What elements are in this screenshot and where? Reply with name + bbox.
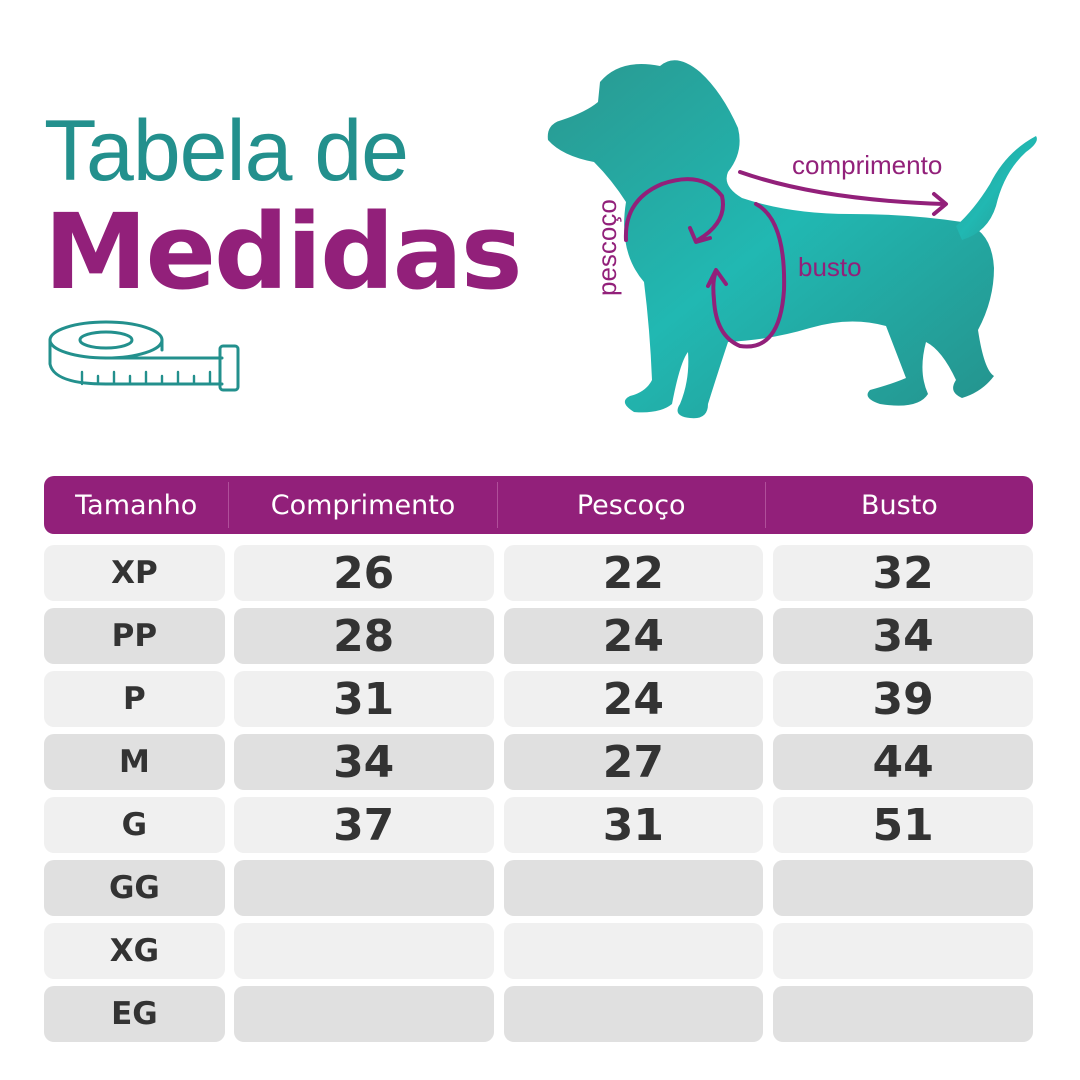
size-table: Tamanho Comprimento Pescoço Busto XP 26 … xyxy=(44,476,1034,1049)
chest-cell xyxy=(773,986,1034,1042)
neck-cell xyxy=(503,860,764,916)
title-line-2: Medidas xyxy=(44,191,523,313)
table-row: M 34 27 44 xyxy=(44,734,1034,790)
length-cell: 31 xyxy=(233,671,494,727)
header-divider xyxy=(764,482,766,528)
chest-cell xyxy=(773,923,1034,979)
size-cell: G xyxy=(44,797,225,853)
table-row: EG xyxy=(44,986,1034,1042)
chest-cell xyxy=(773,860,1034,916)
size-cell: M xyxy=(44,734,225,790)
size-cell: XG xyxy=(44,923,225,979)
table-body: XP 26 22 32 PP 28 24 34 P 31 24 39 M 34 … xyxy=(44,545,1034,1042)
chest-cell: 39 xyxy=(773,671,1034,727)
size-cell: P xyxy=(44,671,225,727)
table-row: XP 26 22 32 xyxy=(44,545,1034,601)
length-cell: 37 xyxy=(233,797,494,853)
table-header: Tamanho Comprimento Pescoço Busto xyxy=(44,476,1033,534)
table-row: G 37 31 51 xyxy=(44,797,1034,853)
length-cell xyxy=(233,923,494,979)
chest-cell: 51 xyxy=(773,797,1034,853)
neck-cell: 22 xyxy=(503,545,764,601)
neck-cell: 31 xyxy=(503,797,764,853)
neck-label: pescoço xyxy=(592,199,622,296)
length-cell xyxy=(233,860,494,916)
chest-arrow xyxy=(706,202,787,349)
table-row: PP 28 24 34 xyxy=(44,608,1034,664)
neck-cell xyxy=(503,986,764,1042)
size-cell: XP xyxy=(44,545,225,601)
table-row: P 31 24 39 xyxy=(44,671,1034,727)
length-cell: 26 xyxy=(233,545,494,601)
chest-cell: 32 xyxy=(773,545,1034,601)
length-arrow xyxy=(738,170,948,216)
size-cell: EG xyxy=(44,986,225,1042)
neck-cell: 27 xyxy=(503,734,764,790)
header-divider xyxy=(496,482,498,528)
size-cell: GG xyxy=(44,860,225,916)
title-line-1: Tabela de xyxy=(44,103,409,199)
chest-label: busto xyxy=(798,252,862,282)
header-neck: Pescoço xyxy=(576,489,686,521)
dog-measurement-diagram: comprimento pescoço busto xyxy=(547,60,1037,419)
neck-arrow xyxy=(623,177,725,244)
length-label: comprimento xyxy=(792,150,942,180)
neck-cell: 24 xyxy=(503,608,764,664)
length-cell: 34 xyxy=(233,734,494,790)
chest-cell: 34 xyxy=(773,608,1034,664)
length-cell: 28 xyxy=(233,608,494,664)
chest-cell: 44 xyxy=(773,734,1034,790)
header-length: Comprimento xyxy=(270,489,456,521)
size-cell: PP xyxy=(44,608,225,664)
header-divider xyxy=(228,482,230,528)
table-row: XG xyxy=(44,923,1034,979)
table-row: GG xyxy=(44,860,1034,916)
length-cell xyxy=(233,986,494,1042)
neck-cell: 24 xyxy=(503,671,764,727)
neck-cell xyxy=(503,923,764,979)
dog-silhouette xyxy=(547,60,1037,419)
header-chest: Busto xyxy=(861,489,938,521)
measuring-tape-icon xyxy=(48,320,240,392)
header-size: Tamanho xyxy=(75,489,198,521)
